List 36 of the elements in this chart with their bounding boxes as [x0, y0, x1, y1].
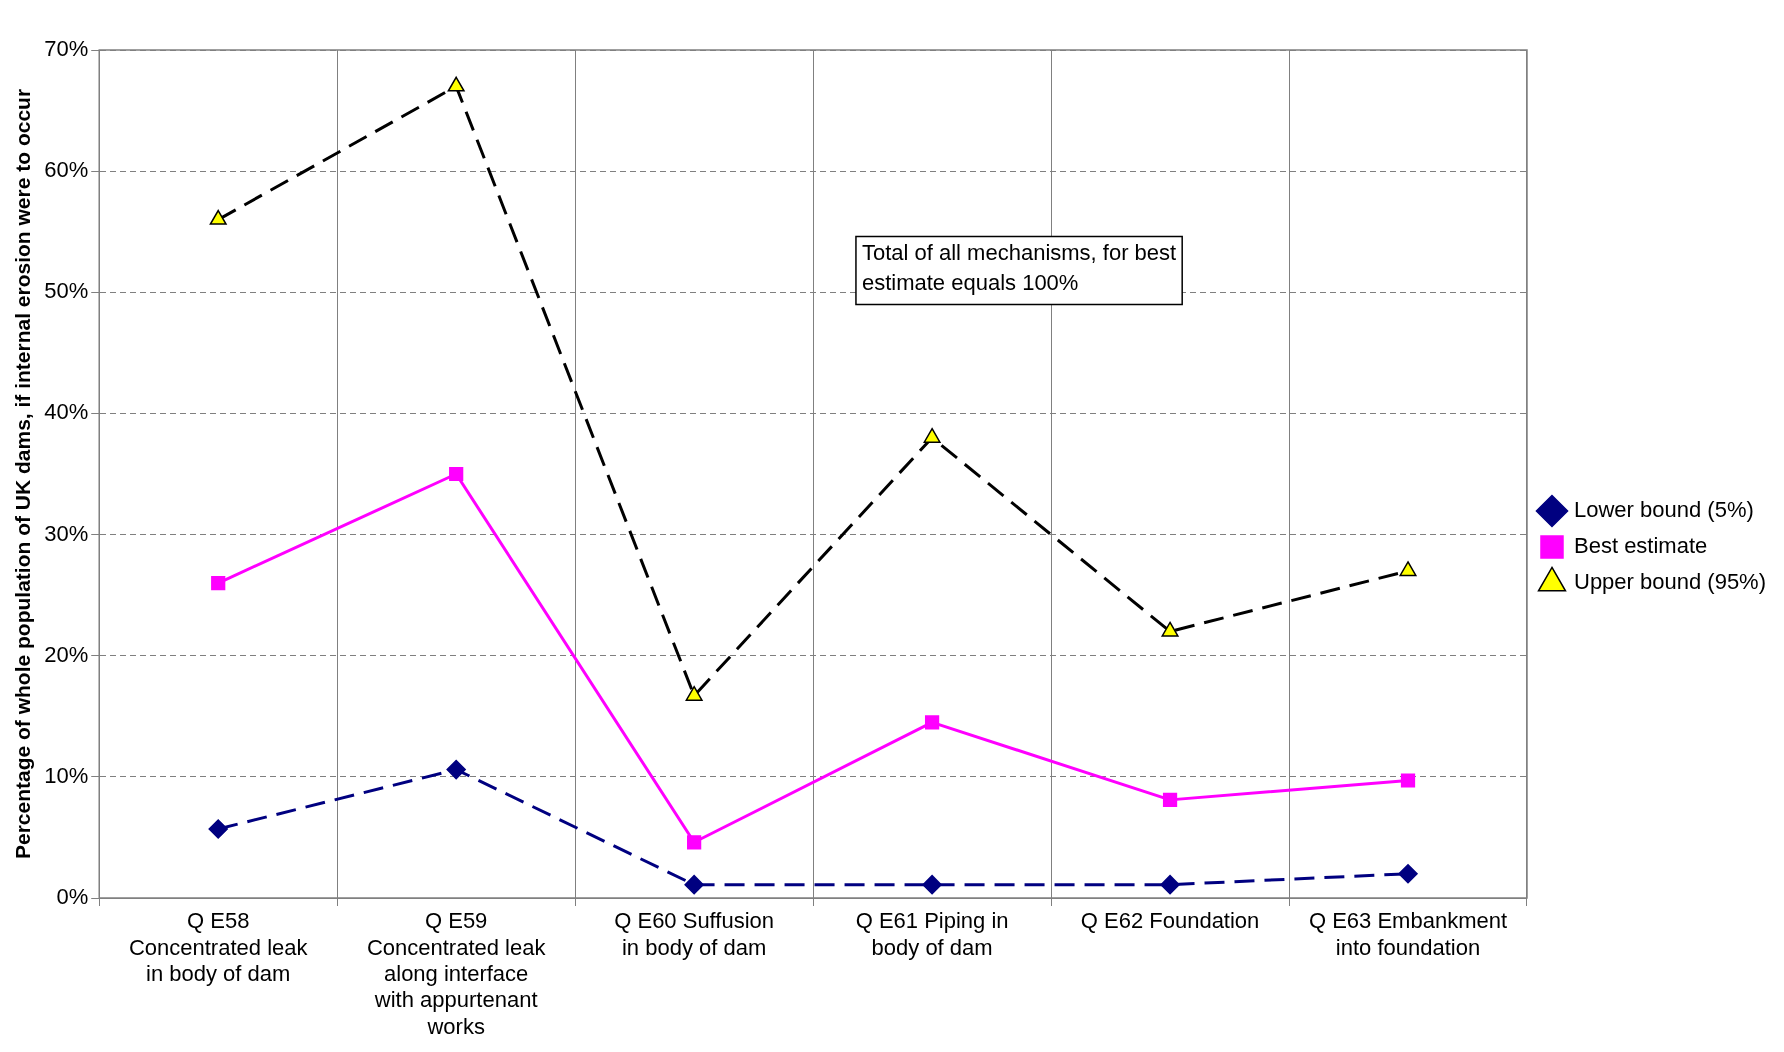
legend-label: Lower bound (5%)	[1573, 497, 1754, 523]
legend-label: Best estimate	[1573, 533, 1708, 559]
point	[1399, 561, 1417, 577]
point	[446, 759, 466, 780]
x-tick-label: Q E58 Concentrated leak in body of dam	[128, 908, 309, 987]
point	[687, 835, 702, 850]
y-tick-label: 60%	[44, 157, 89, 183]
point	[1161, 621, 1179, 637]
annotation: Total of all mechanisms, for best estimate equals 100%	[861, 239, 1177, 295]
y-axis-title: Percentage of whole population of UK dams, if internal erosion were to occur	[11, 88, 35, 860]
point	[211, 575, 226, 591]
point	[449, 466, 464, 482]
point	[1398, 864, 1418, 884]
x-tick-label: Q E61 Piping in body of dam	[855, 908, 1009, 960]
x-tick-label: Q E63 Embankment into foundation	[1308, 908, 1508, 960]
x-tick-label: Q E59 Concentrated leak along interface with appurtenant works	[366, 908, 547, 1039]
y-tick-label: 30%	[44, 520, 89, 546]
point	[684, 874, 704, 895]
point	[922, 874, 942, 895]
point	[1162, 792, 1178, 807]
point	[1400, 773, 1416, 788]
point	[1160, 874, 1180, 895]
x-tick-label: Q E62 Foundation	[1080, 908, 1260, 934]
y-tick-label: 70%	[44, 36, 89, 62]
y-tick-label: 20%	[44, 641, 89, 667]
y-tick-label: 50%	[44, 278, 89, 304]
y-tick-label: 40%	[44, 399, 89, 425]
legend-label: Upper bound (95%)	[1573, 569, 1767, 595]
point	[924, 715, 940, 730]
y-tick-label: 10%	[44, 762, 89, 788]
x-tick-label: Q E60 Suffusion in body of dam	[614, 908, 775, 960]
point	[208, 819, 228, 839]
y-tick-label: 0%	[56, 884, 89, 910]
point	[209, 209, 227, 225]
point	[923, 427, 941, 443]
point	[447, 76, 465, 92]
